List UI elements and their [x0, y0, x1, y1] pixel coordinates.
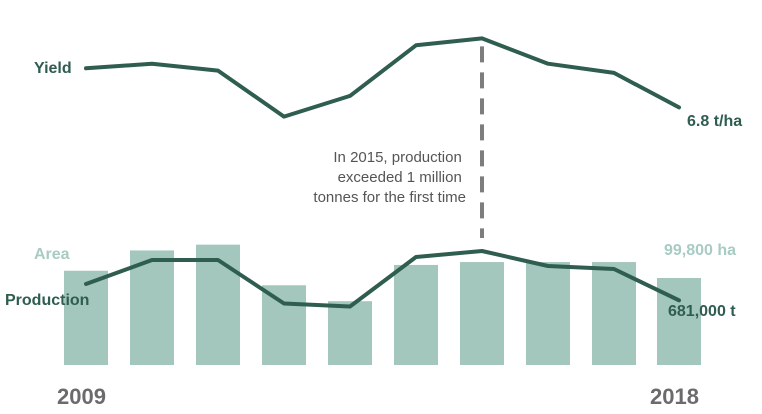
lines-layer — [84, 36, 681, 309]
area-bar — [262, 285, 306, 365]
area-bar — [328, 301, 372, 365]
area-label: Area — [34, 246, 70, 263]
production-end-label: 681,000 t — [668, 303, 736, 320]
area-bar — [592, 262, 636, 365]
area-bar — [130, 250, 174, 365]
area-bar — [196, 244, 240, 365]
annotation-line-1: In 2015, production — [333, 149, 461, 166]
production-line — [84, 249, 681, 309]
yield-end-label: 6.8 t/ha — [687, 113, 742, 130]
area-bar — [526, 262, 570, 365]
yield-label: Yield — [34, 60, 72, 77]
x-label-end: 2018 — [650, 384, 699, 409]
area-bar — [460, 262, 504, 365]
area-bar — [394, 264, 438, 365]
bars-layer — [64, 244, 701, 365]
annotation-line-2: exceeded 1 million — [338, 169, 462, 186]
area-end-label: 99,800 ha — [664, 242, 736, 259]
annotation-text: In 2015, production exceeded 1 million t… — [313, 149, 466, 206]
x-label-start: 2009 — [57, 384, 106, 409]
yield-line — [84, 36, 681, 119]
production-label: Production — [5, 292, 89, 309]
area-bar — [64, 270, 108, 365]
annotation-line-3: tonnes for the first time — [313, 189, 466, 206]
